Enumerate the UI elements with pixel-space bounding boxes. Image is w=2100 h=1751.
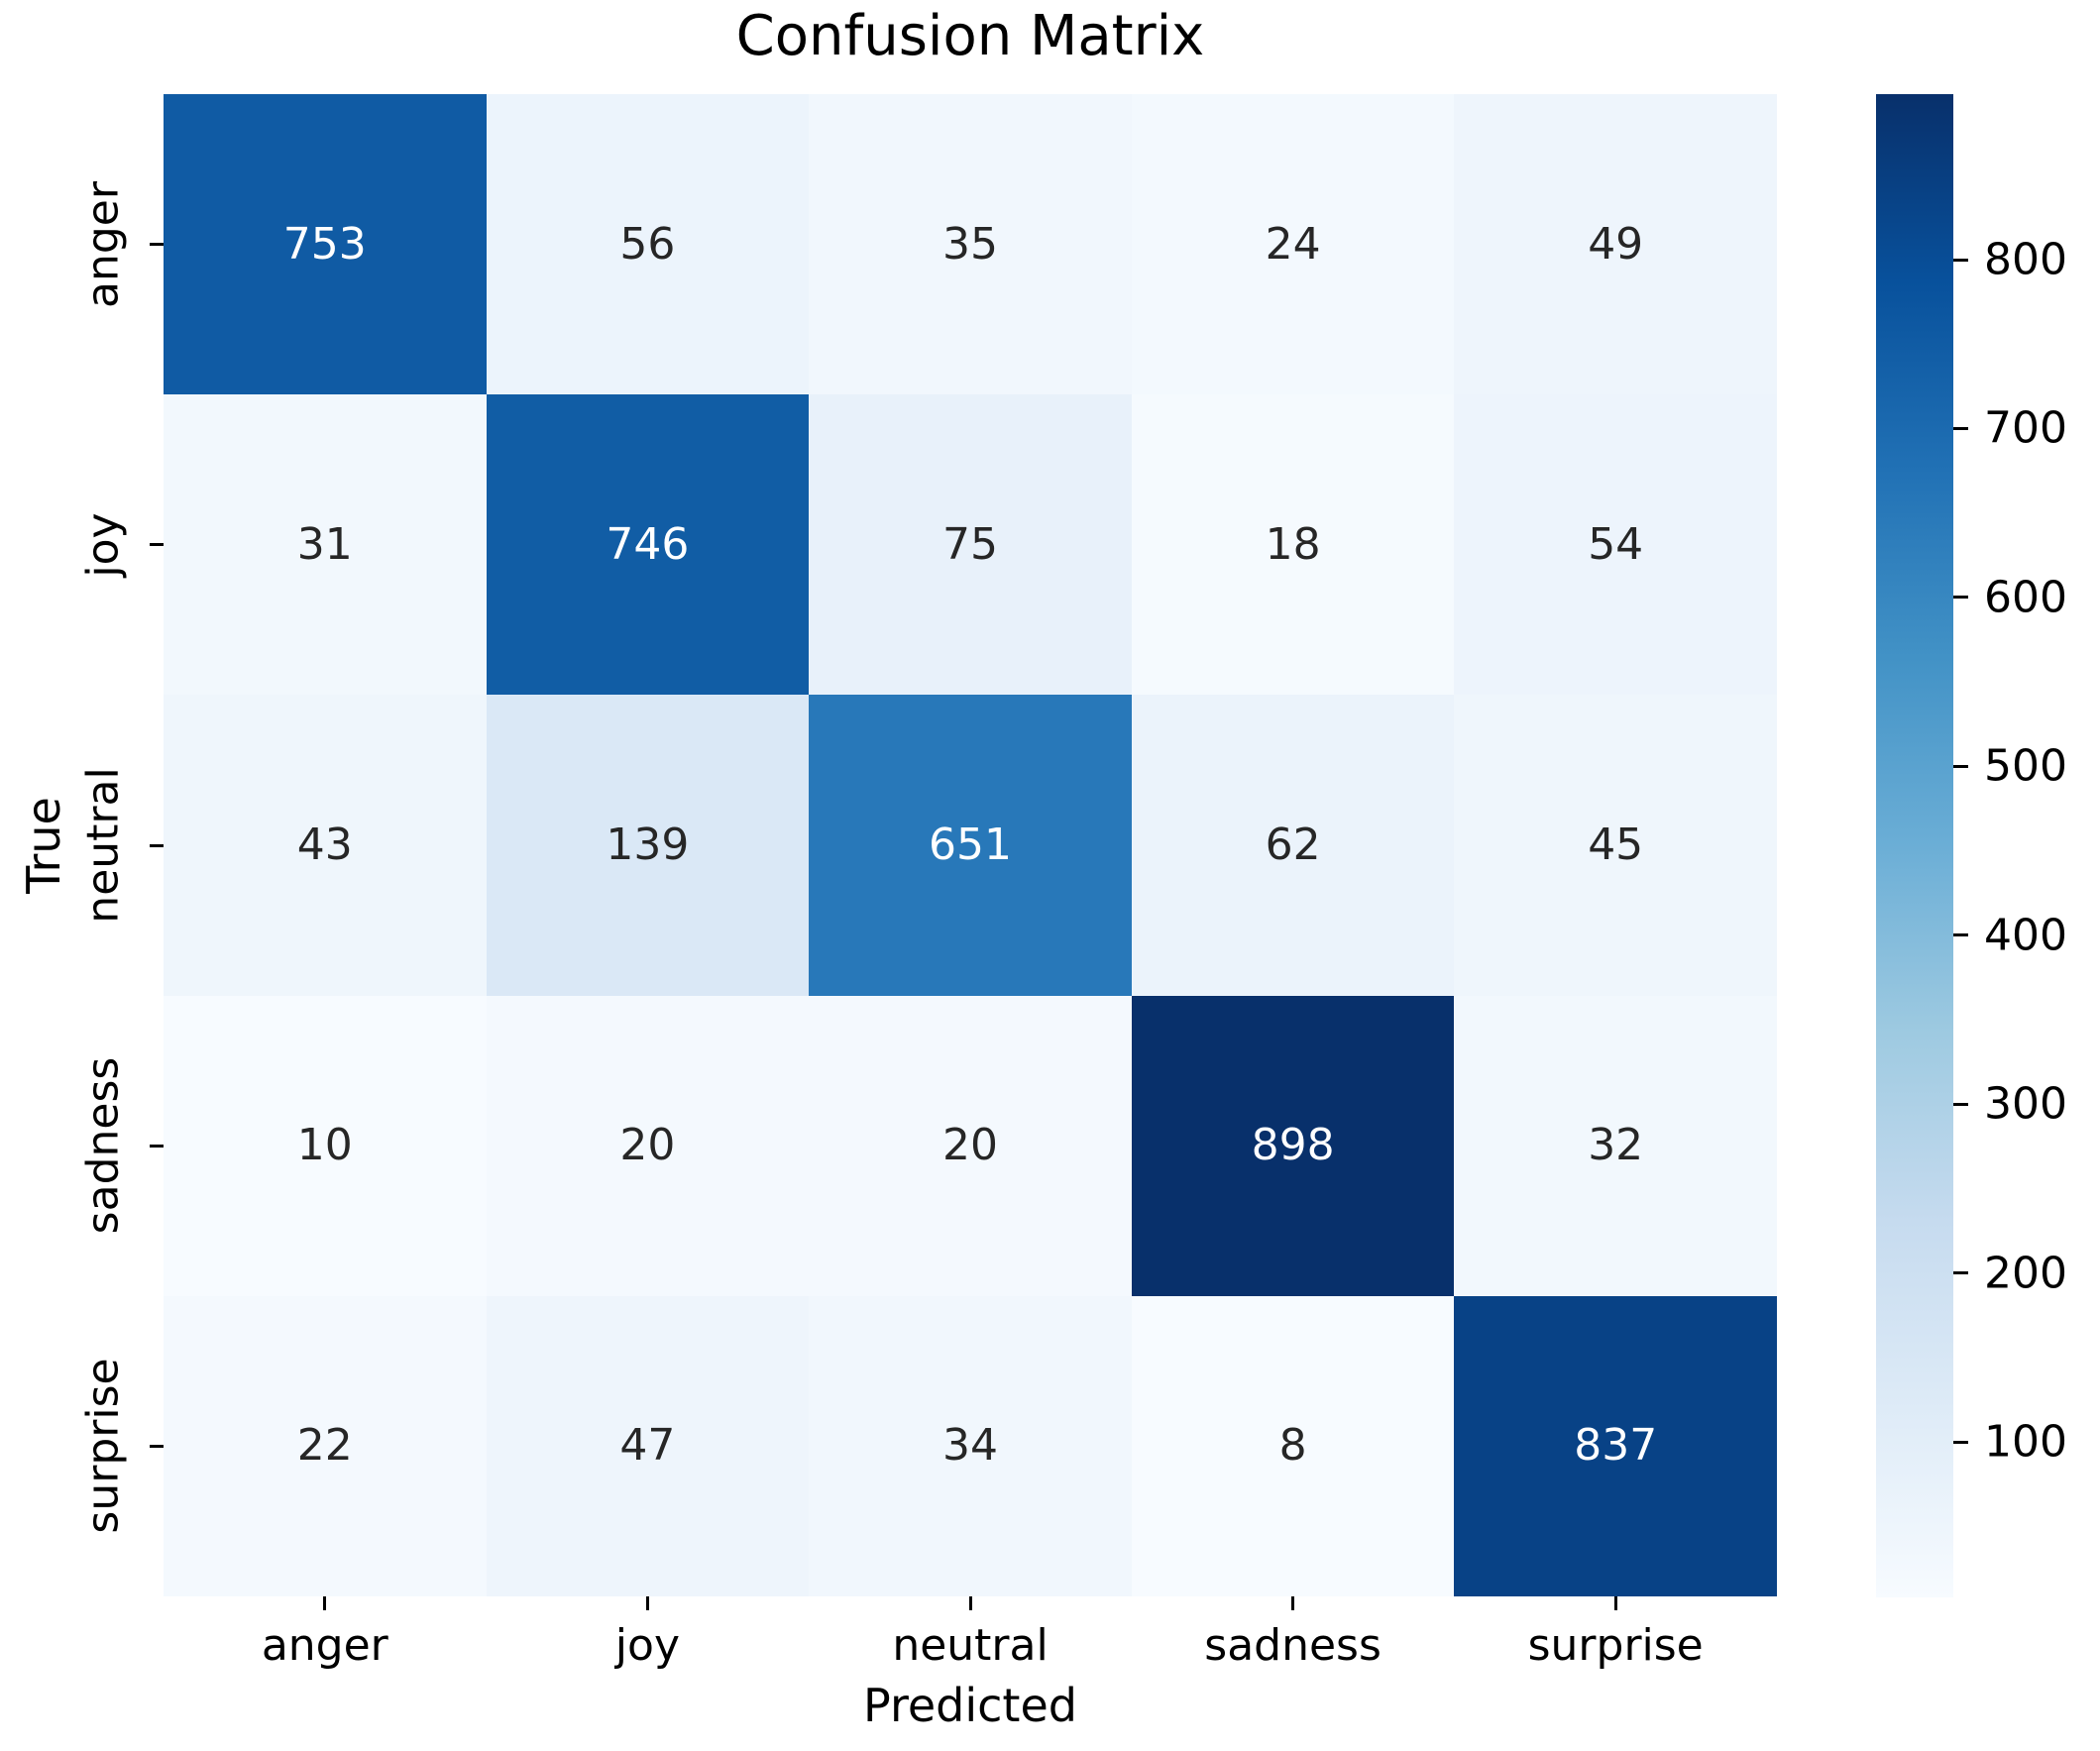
colorbar-tick-mark xyxy=(1953,933,1968,937)
y-tick-mark xyxy=(150,1144,164,1148)
colorbar-tick-mark xyxy=(1953,1102,1968,1106)
cell-value: 32 xyxy=(1588,1120,1644,1171)
cell-value: 56 xyxy=(619,218,676,270)
cell-value: 54 xyxy=(1588,518,1644,570)
x-tick-label: neutral xyxy=(892,1620,1049,1671)
heatmap-cell-joy-surprise: 54 xyxy=(1454,394,1777,696)
cell-value: 62 xyxy=(1265,819,1321,870)
chart-title: Confusion Matrix xyxy=(735,4,1205,68)
heatmap-cell-anger-anger: 753 xyxy=(164,94,487,395)
heatmap-cell-sadness-joy: 20 xyxy=(486,995,810,1296)
colorbar-tick-mark xyxy=(1953,596,1968,600)
cell-value: 898 xyxy=(1251,1120,1335,1171)
heatmap-cell-surprise-sadness: 8 xyxy=(1131,1295,1455,1596)
x-tick-mark xyxy=(1613,1596,1617,1610)
heatmap-cell-neutral-joy: 139 xyxy=(486,695,810,996)
heatmap-cell-anger-sadness: 24 xyxy=(1131,94,1455,395)
cell-value: 20 xyxy=(619,1120,676,1171)
cell-value: 75 xyxy=(941,518,998,570)
heatmap-cell-neutral-anger: 43 xyxy=(164,695,487,996)
cell-value: 35 xyxy=(941,218,998,270)
colorbar-tick-label: 200 xyxy=(1984,1248,2067,1299)
heatmap-cell-surprise-anger: 22 xyxy=(164,1295,487,1596)
heatmap-cell-anger-joy: 56 xyxy=(486,94,810,395)
heatmap-cell-joy-anger: 31 xyxy=(164,394,487,696)
heatmap-cell-surprise-joy: 47 xyxy=(486,1295,810,1596)
colorbar-tick-mark xyxy=(1953,258,1968,262)
cell-value: 43 xyxy=(296,819,353,870)
cell-value: 31 xyxy=(296,518,353,570)
y-tick-label: sadness xyxy=(77,1056,129,1235)
heatmap-cell-sadness-neutral: 20 xyxy=(809,995,1132,1296)
heatmap-cell-joy-sadness: 18 xyxy=(1131,394,1455,696)
x-tick-label: anger xyxy=(261,1620,388,1671)
colorbar-tick-mark xyxy=(1953,1271,1968,1275)
heatmap-cell-joy-joy: 746 xyxy=(486,394,810,696)
heatmap-cell-surprise-neutral: 34 xyxy=(809,1295,1132,1596)
x-tick-label: joy xyxy=(614,1620,680,1671)
x-tick-label: sadness xyxy=(1204,1620,1382,1671)
colorbar-tick-label: 500 xyxy=(1984,740,2067,792)
cell-value: 746 xyxy=(606,518,690,570)
colorbar-tick-mark xyxy=(1953,764,1968,768)
cell-value: 18 xyxy=(1265,518,1321,570)
y-tick-mark xyxy=(150,1444,164,1448)
cell-value: 10 xyxy=(296,1120,353,1171)
y-axis-ticks: anger joy neutral sadness surprise xyxy=(0,94,164,1596)
y-tick-mark xyxy=(150,843,164,847)
y-tick-label: joy xyxy=(77,512,129,578)
x-tick-label: surprise xyxy=(1527,1620,1704,1671)
heatmap-cell-sadness-surprise: 32 xyxy=(1454,995,1777,1296)
heatmap-cell-sadness-anger: 10 xyxy=(164,995,487,1296)
heatmap-cell-neutral-surprise: 45 xyxy=(1454,695,1777,996)
x-tick-mark xyxy=(323,1596,327,1610)
colorbar-tick-label: 800 xyxy=(1984,234,2067,285)
y-tick-label: anger xyxy=(77,180,129,308)
heatmap-cell-sadness-sadness: 898 xyxy=(1131,995,1455,1296)
cell-value: 34 xyxy=(941,1420,998,1472)
y-tick-label: neutral xyxy=(77,767,129,924)
heatmap-cell-anger-neutral: 35 xyxy=(809,94,1132,395)
cell-value: 47 xyxy=(619,1420,676,1472)
heatmap-cell-neutral-neutral: 651 xyxy=(809,695,1132,996)
colorbar-tick-label: 400 xyxy=(1984,910,2067,961)
colorbar-tick-label: 600 xyxy=(1984,572,2067,623)
heatmap-grid: 753 56 35 24 49 31 746 75 18 54 43 139 651 62 45 10 20 20… xyxy=(164,94,1777,1596)
x-tick-mark xyxy=(645,1596,649,1610)
colorbar-tick-mark xyxy=(1953,1440,1968,1444)
cell-value: 22 xyxy=(296,1420,353,1472)
cell-value: 8 xyxy=(1278,1420,1307,1472)
colorbar-tick-label: 700 xyxy=(1984,402,2067,454)
cell-value: 753 xyxy=(282,218,367,270)
y-tick-mark xyxy=(150,543,164,547)
cell-value: 49 xyxy=(1588,218,1644,270)
cell-value: 45 xyxy=(1588,819,1644,870)
cell-value: 20 xyxy=(941,1120,998,1171)
x-axis-label: Predicted xyxy=(863,1679,1077,1732)
y-tick-label: surprise xyxy=(77,1358,129,1534)
colorbar-tick-label: 100 xyxy=(1984,1416,2067,1468)
cell-value: 837 xyxy=(1574,1420,1658,1472)
colorbar-tick-mark xyxy=(1953,426,1968,430)
y-tick-mark xyxy=(150,243,164,247)
cell-value: 139 xyxy=(606,819,690,870)
heatmap-cell-anger-surprise: 49 xyxy=(1454,94,1777,395)
x-tick-mark xyxy=(968,1596,972,1610)
heatmap-cell-joy-neutral: 75 xyxy=(809,394,1132,696)
colorbar-gradient xyxy=(1876,94,1953,1597)
heatmap-cell-neutral-sadness: 62 xyxy=(1131,695,1455,996)
heatmap-cell-surprise-surprise: 837 xyxy=(1454,1295,1777,1596)
colorbar-tick-label: 300 xyxy=(1984,1078,2067,1130)
cell-value: 24 xyxy=(1265,218,1321,270)
x-tick-mark xyxy=(1291,1596,1295,1610)
cell-value: 651 xyxy=(929,819,1012,870)
